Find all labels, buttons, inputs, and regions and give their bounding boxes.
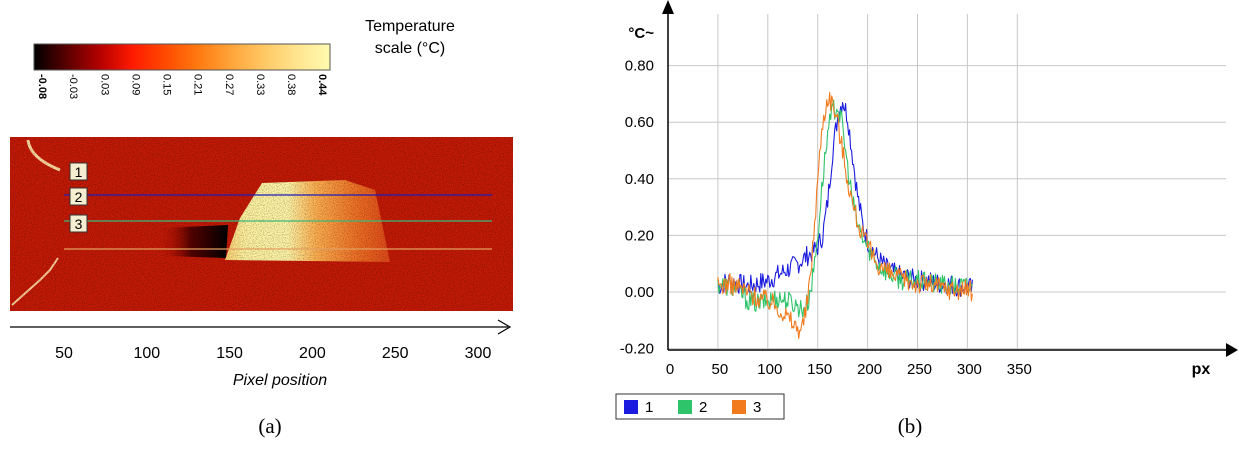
y-tick-label: 0.20: [625, 227, 654, 244]
pixel-axis-tick-label: 150: [216, 345, 243, 362]
caption-b: (b): [897, 414, 923, 438]
profile-marker-box: [69, 187, 88, 206]
pixel-axis-tick-label: 50: [55, 345, 73, 362]
y-axis-label: °C~: [628, 25, 654, 42]
series-line-1: [717, 102, 973, 297]
x-tick-label: 200: [857, 361, 882, 378]
x-tick-label: 250: [907, 361, 932, 378]
colorbar-tick-label: 0.44: [316, 74, 328, 96]
thermal-image: [10, 137, 513, 311]
legend-swatch-3: [732, 400, 746, 414]
legend-swatch-1: [624, 400, 638, 414]
colorbar-tick-label: -0.08: [36, 74, 48, 99]
colorbar: [33, 43, 331, 71]
colorbar-tick-label: 0.33: [254, 74, 266, 95]
sensor-noise: [10, 137, 513, 311]
profile-marker-label: 3: [75, 216, 83, 232]
y-tick-label: 0.80: [625, 58, 654, 75]
colorbar-tick-label: 0.38: [285, 74, 297, 95]
profile-marker-box: [69, 214, 88, 233]
x-tick-label: 350: [1007, 361, 1032, 378]
legend: [615, 393, 785, 420]
y-tick-label: 0.00: [625, 284, 654, 301]
profile-marker-label: 1: [75, 164, 83, 180]
colorbar-tick-label: 0.27: [223, 74, 235, 95]
colorbar-title: Temperature scale (°C): [350, 16, 470, 60]
pixel-axis-tick-label: 200: [299, 345, 326, 362]
pixel-axis-tick-label: 300: [465, 345, 492, 362]
pixel-axis-arrow: [497, 319, 512, 335]
caption-a: (a): [258, 414, 282, 438]
colorbar-tick-label: 0.09: [129, 74, 141, 95]
pixel-position-label: Pixel position: [232, 372, 328, 389]
x-axis-label: px: [1192, 361, 1211, 378]
profile-line-chart: -0.20 0.00 0.20 0.40 0.60 0.80 0 50 100 150 200 250…: [615, 0, 1238, 420]
y-axis-arrow: [662, 0, 674, 14]
legend-label-2: 2: [699, 399, 707, 416]
panel-b: -0.20 0.00 0.20 0.40 0.60 0.80 0 50 100 150 200 250…: [560, 0, 1239, 468]
x-tick-label: 100: [757, 361, 782, 378]
legend-label-1: 1: [645, 399, 653, 416]
colorbar-title-line1: Temperature: [365, 18, 455, 35]
x-tick-label: 150: [807, 361, 832, 378]
series-line-3: [717, 91, 973, 340]
colorbar-tick-label: -0.03: [67, 74, 79, 99]
colorbar-tick-label: 0.15: [161, 74, 173, 95]
colorbar-title-line2: scale (°C): [374, 40, 446, 57]
colorbar-tick-label: 0.21: [192, 74, 204, 95]
legend-swatch-2: [678, 400, 692, 414]
y-tick-label: 0.40: [625, 171, 654, 188]
profile-marker-label: 2: [75, 189, 83, 205]
colorbar-tick-label: 0.03: [98, 74, 110, 95]
profile-marker-box: [69, 162, 88, 181]
y-tick-label: 0.60: [625, 114, 654, 131]
thermal-image-figure: -0.08 -0.03 0.03 0.09 0.15 0.21 0.27 0.33 0.38 0.…: [10, 43, 513, 362]
x-tick-label: 0: [666, 361, 674, 378]
pixel-axis-tick-label: 100: [133, 345, 160, 362]
legend-label-3: 3: [753, 399, 761, 416]
y-tick-label: -0.20: [620, 341, 654, 358]
x-axis-arrow: [1226, 343, 1238, 357]
x-tick-label: 300: [957, 361, 982, 378]
pixel-axis-tick-label: 250: [382, 345, 409, 362]
x-tick-label: 50: [712, 361, 729, 378]
panel-a: -0.08 -0.03 0.03 0.09 0.15 0.21 0.27 0.33 0.38 0.…: [0, 0, 560, 468]
